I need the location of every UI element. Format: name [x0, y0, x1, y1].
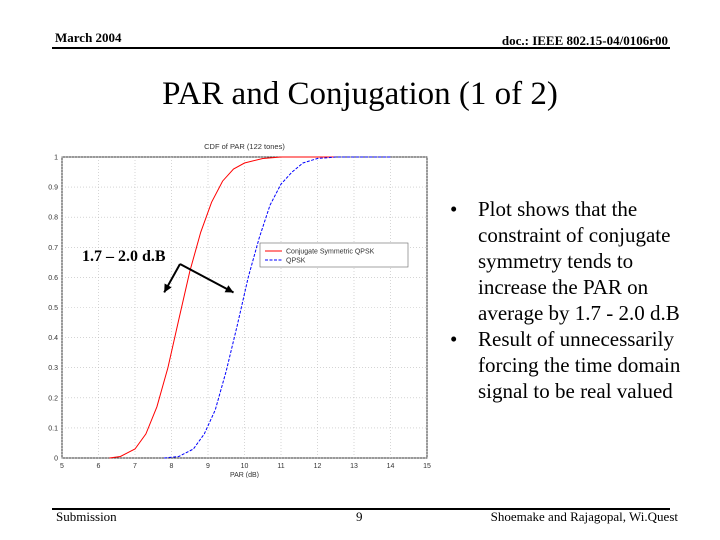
cdf-chart: 5 6 7 8 9 10 11 12 13 14 15 0 0.1 0.2 0.3 0.4 0.5 0.6 0.7 0…: [48, 142, 431, 478]
par-gap-annotation: 1.7 – 2.0 d.B: [82, 248, 166, 265]
header-date: March 2004: [55, 30, 122, 45]
header-doc-id: doc.: IEEE 802.15-04/0106r00: [501, 33, 668, 48]
annotation-arrow-right: [179, 263, 235, 294]
x-tick-label: 11: [277, 463, 284, 470]
y-tick-label: 1: [54, 155, 58, 162]
chart-title: CDF of PAR (122 tones): [204, 142, 285, 151]
annotation-arrow-left-head: [164, 283, 172, 293]
slide-title: PAR and Conjugation (1 of 2): [162, 76, 558, 112]
bullet-text: Plot shows that the constraint of conjug…: [478, 197, 680, 325]
bullet-text: Result of unnecessarily forcing the time…: [478, 327, 681, 403]
y-tick-label: 0: [54, 456, 58, 463]
x-tick-label: 10: [241, 463, 249, 470]
x-axis-label: PAR (dB): [230, 472, 259, 478]
y-tick-label: 0.1: [48, 425, 58, 432]
y-tick-label: 0.9: [48, 185, 58, 192]
y-tick-label: 0.5: [48, 305, 58, 312]
bullet-item: • Plot shows that the constraint of conju…: [450, 196, 700, 326]
legend-label: QPSK: [286, 258, 306, 265]
bullet-list: • Plot shows that the constraint of conju…: [450, 196, 700, 404]
series-line-qpsk: [164, 156, 391, 459]
footer-submission: Submission: [56, 509, 117, 524]
footer-authors: Shoemake and Rajagopal, Wi.Quest: [490, 509, 678, 524]
series-line-conjugate: [109, 156, 336, 459]
x-tick-label: 7: [133, 463, 137, 470]
bullet-dot-icon: •: [450, 327, 458, 351]
y-tick-label: 0.3: [48, 365, 58, 372]
x-tick-label: 5: [60, 463, 64, 470]
x-tick-label: 12: [314, 463, 322, 470]
header-rule: [52, 47, 670, 49]
y-tick-label: 0.6: [48, 275, 58, 282]
annotation-arrow-right-head: [224, 285, 234, 293]
y-tick-label: 0.8: [48, 215, 58, 222]
footer-rule: [52, 508, 670, 510]
y-tick-label: 0.4: [48, 335, 58, 342]
legend-box: [259, 242, 409, 268]
x-tick-label: 6: [97, 463, 101, 470]
x-tick-label: 15: [423, 463, 431, 470]
bullet-dot-icon: •: [450, 197, 458, 221]
y-tick-label: 0.2: [48, 395, 58, 402]
legend-label: Conjugate Symmetric QPSK: [286, 249, 375, 256]
x-tick-label: 8: [170, 463, 174, 470]
y-tick-label: 0.7: [48, 245, 58, 252]
x-tick-label: 14: [387, 463, 395, 470]
x-tick-label: 9: [206, 463, 210, 470]
x-tick-label: 13: [350, 463, 358, 470]
bullet-item: • Result of unnecessarily forcing the tim…: [450, 326, 700, 404]
footer-page-number: 9: [356, 509, 363, 524]
